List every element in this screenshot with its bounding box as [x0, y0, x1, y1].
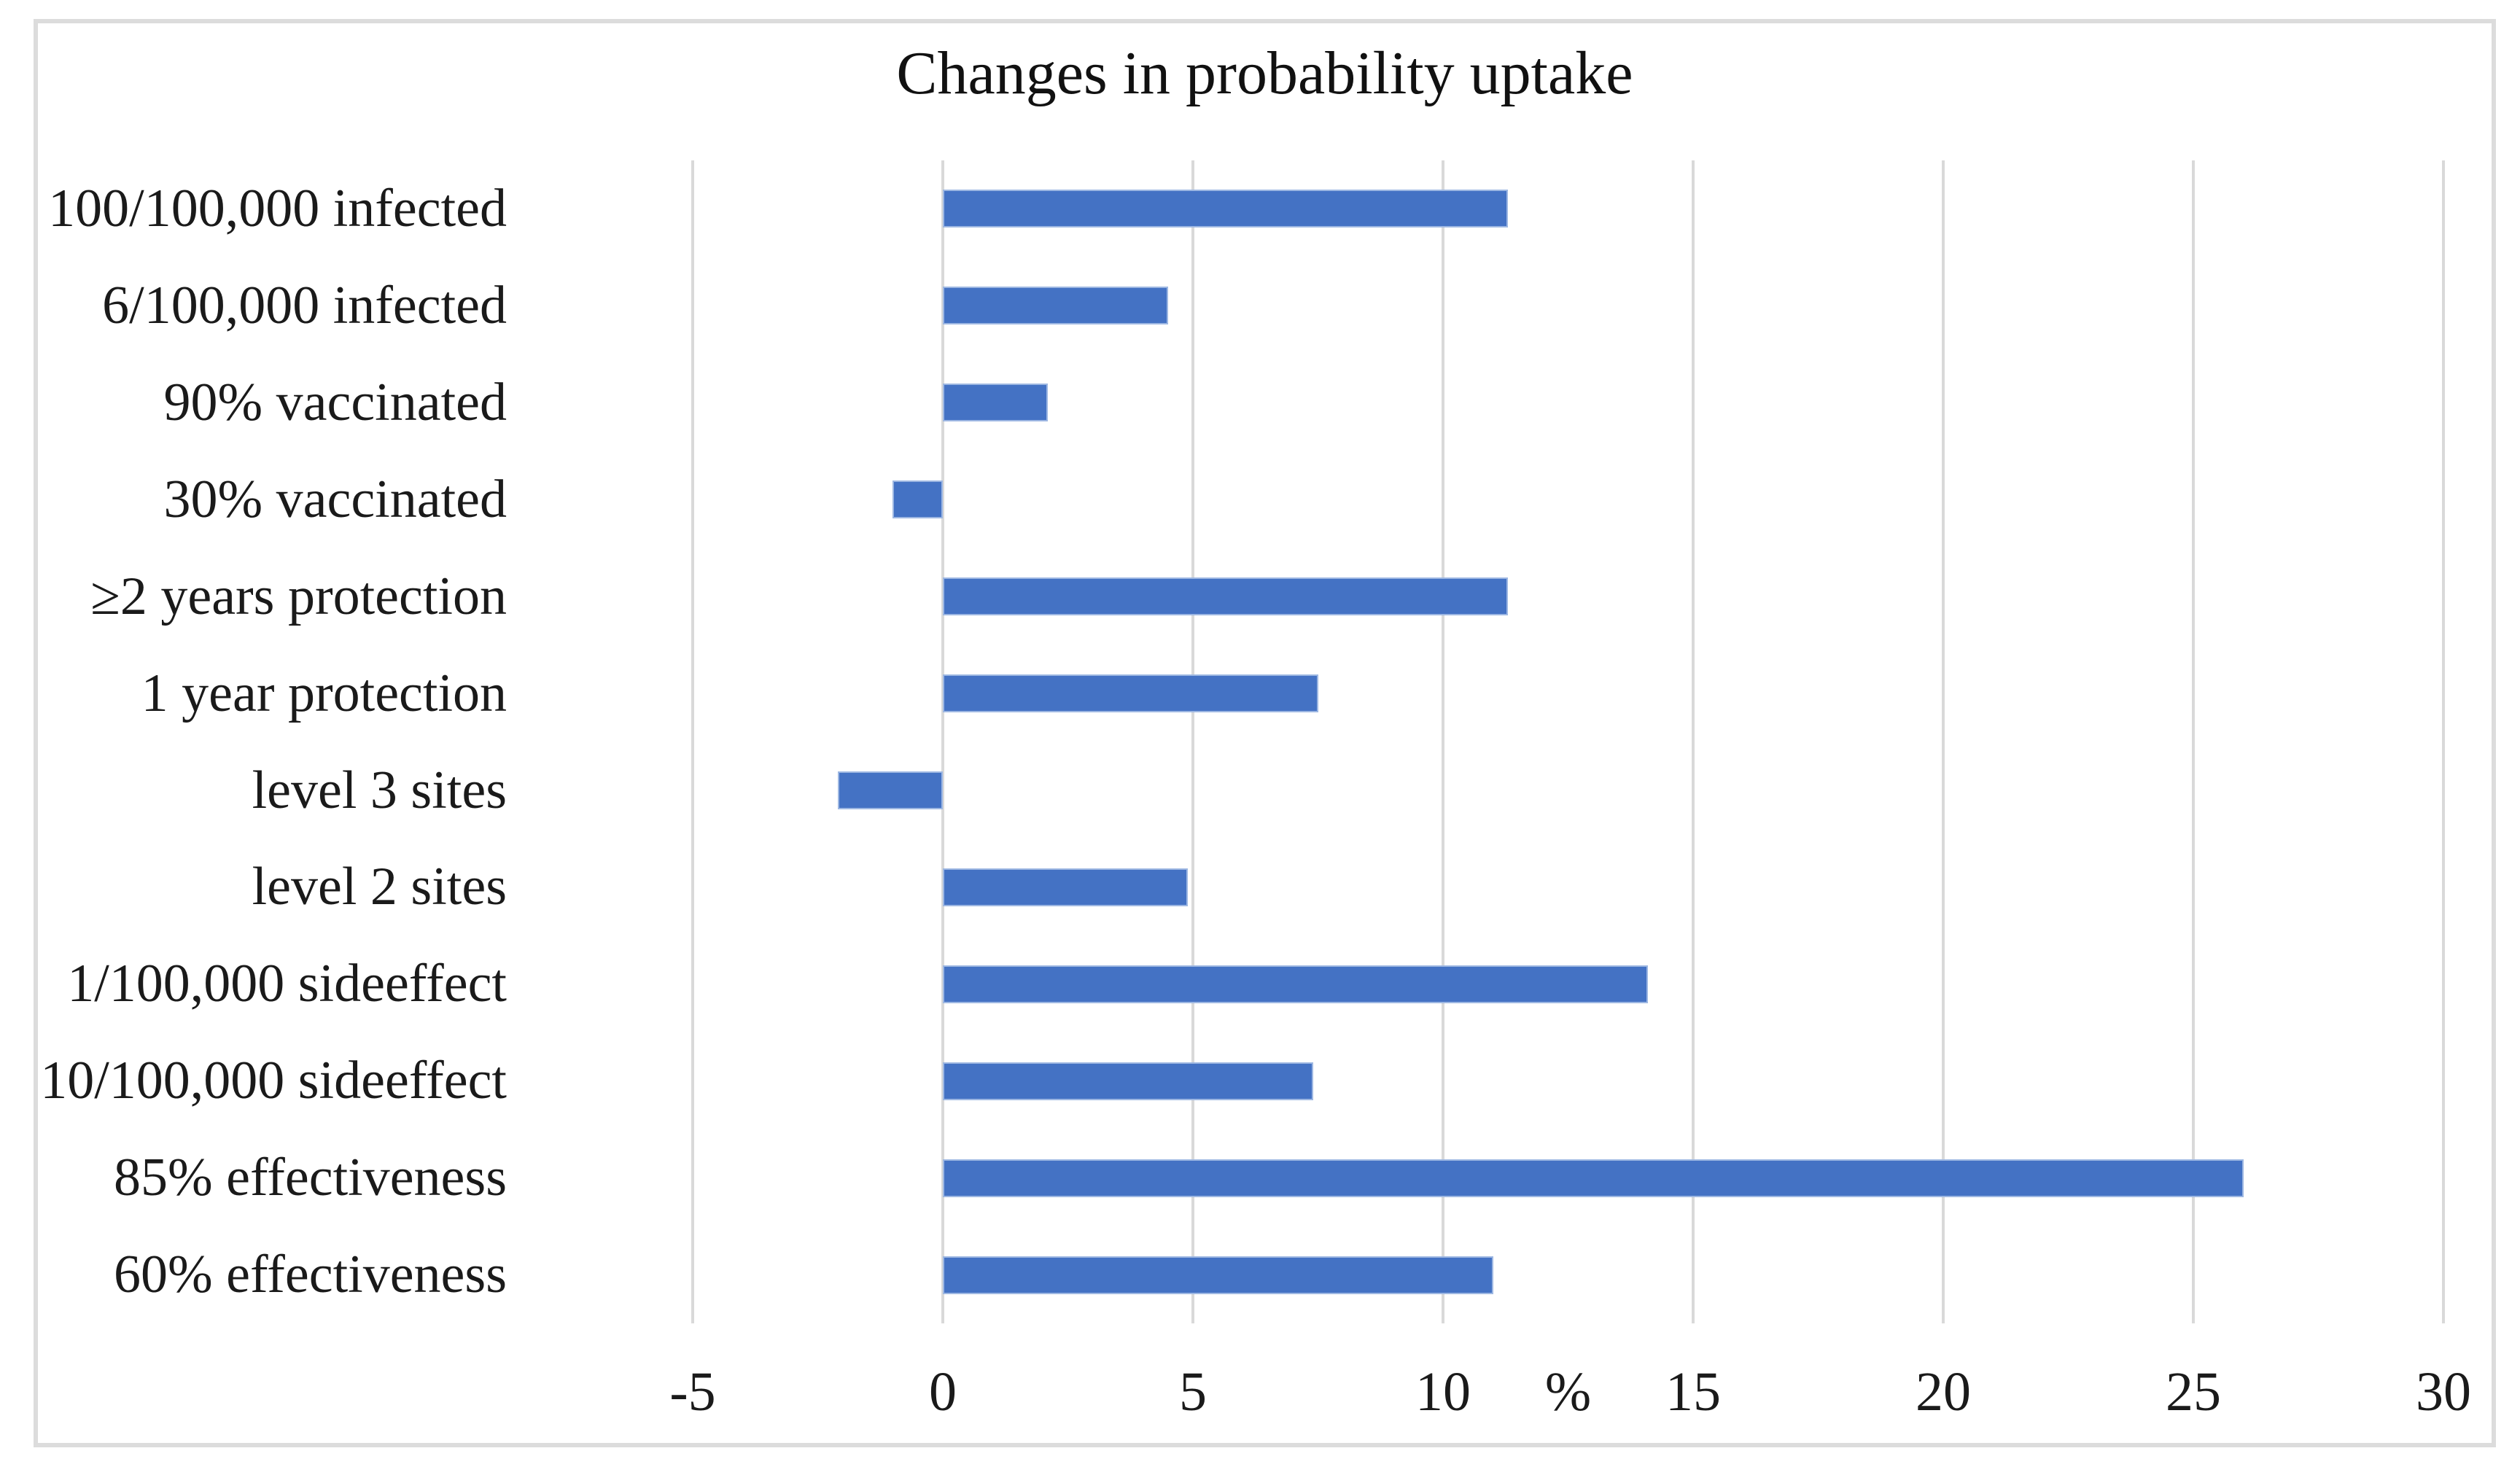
- gridline: [2442, 160, 2445, 1323]
- x-tick-label: -5: [669, 1361, 716, 1423]
- category-label: ≥2 years protection: [90, 566, 507, 626]
- bar: [943, 1062, 1313, 1100]
- gridline: [1191, 160, 1194, 1323]
- category-label: 60% effectiveness: [113, 1245, 507, 1305]
- bar: [943, 1256, 1493, 1294]
- gridline: [691, 160, 694, 1323]
- bar: [943, 384, 1049, 422]
- bar: [892, 480, 943, 519]
- category-label: level 2 sites: [252, 857, 507, 917]
- x-tick-label: 10: [1415, 1361, 1471, 1423]
- bar: [943, 965, 1649, 1003]
- gridline: [1942, 160, 1945, 1323]
- x-tick-label: 0: [929, 1361, 957, 1423]
- gridline: [941, 160, 944, 1323]
- category-label: 6/100,000 infected: [102, 275, 507, 335]
- gridline: [2192, 160, 2195, 1323]
- bar: [837, 771, 943, 809]
- chart-title: Changes in probability uptake: [896, 39, 1633, 107]
- category-label: 85% effectiveness: [113, 1148, 507, 1208]
- category-label: 100/100,000 infected: [48, 179, 507, 238]
- x-tick-label: 25: [2166, 1361, 2221, 1423]
- bar: [943, 674, 1318, 713]
- gridline: [1692, 160, 1695, 1323]
- category-label: 90% vaccinated: [163, 372, 508, 432]
- bar: [943, 190, 1509, 228]
- x-tick-label: 5: [1179, 1361, 1207, 1423]
- x-tick-label: 20: [1916, 1361, 1971, 1423]
- x-axis-unit-label: %: [1544, 1361, 1592, 1423]
- category-label: 1 year protection: [141, 663, 507, 723]
- x-tick-label: 15: [1665, 1361, 1721, 1423]
- category-label: level 3 sites: [252, 760, 507, 820]
- category-label: 10/100,000 sideeffect: [40, 1051, 507, 1111]
- gridline: [1442, 160, 1444, 1323]
- chart-frame: [34, 19, 2496, 1447]
- category-label: 30% vaccinated: [163, 469, 508, 529]
- x-tick-label: 30: [2416, 1361, 2471, 1423]
- bar: [943, 577, 1509, 616]
- bar: [943, 287, 1168, 325]
- bar: [943, 868, 1189, 906]
- bar: [943, 1159, 2244, 1197]
- category-label: 1/100,000 sideeffect: [67, 954, 507, 1014]
